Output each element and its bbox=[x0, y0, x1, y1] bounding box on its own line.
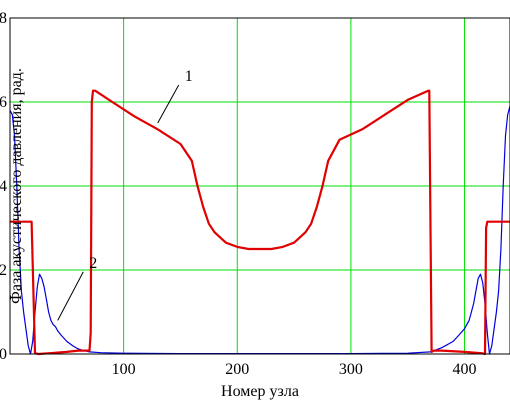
x-tick-label: 300 bbox=[339, 361, 363, 378]
x-tick-label: 200 bbox=[225, 361, 249, 378]
y-tick-label: 0 bbox=[0, 346, 7, 363]
x-axis-label: Номер узла bbox=[221, 383, 299, 400]
plot-frame bbox=[9, 17, 510, 355]
annotation-leader bbox=[57, 271, 84, 321]
y-tick-label: 6 bbox=[0, 94, 7, 111]
series-group bbox=[9, 89, 510, 356]
y-tick-label: 8 bbox=[0, 10, 7, 27]
tick-labels: 100 200 300 400 0 2 4 6 8 bbox=[0, 10, 477, 378]
y-tick-label: 2 bbox=[0, 262, 7, 279]
x-tick-label: 400 bbox=[453, 361, 477, 378]
series-line-2 bbox=[9, 106, 510, 355]
series-line-1 bbox=[10, 89, 510, 356]
annotation-label: 2 bbox=[89, 255, 97, 272]
annotation-label: 1 bbox=[185, 68, 193, 85]
annotations: 12 bbox=[57, 68, 193, 321]
y-axis-label: Фаза акустического давления, рад. bbox=[8, 68, 25, 304]
y-tick-label: 4 bbox=[0, 178, 7, 195]
grid bbox=[10, 17, 510, 355]
annotation-leader bbox=[157, 84, 180, 124]
x-tick-label: 100 bbox=[112, 361, 136, 378]
